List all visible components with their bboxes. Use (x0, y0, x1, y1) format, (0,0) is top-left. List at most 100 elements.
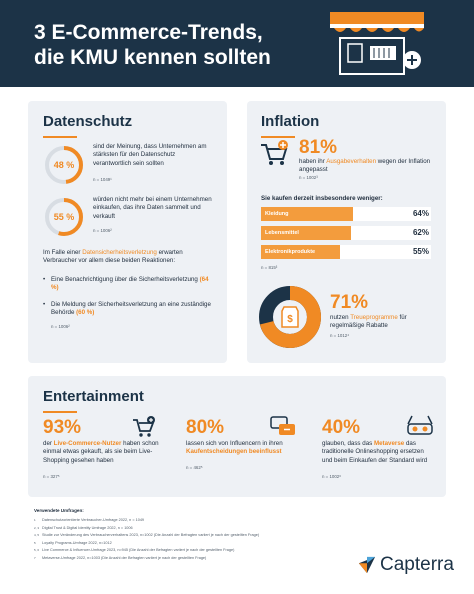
source-num: 5, 6 (34, 548, 40, 552)
datenschutz-title: Datenschutz (43, 113, 132, 138)
source-num: 5 (34, 540, 36, 545)
breach-intro-post: erwarten Verbraucher vor allem diese bei… (43, 249, 183, 265)
source-item: 5, 6 Live Commerce & Influencer-Umfrage 2… (34, 548, 334, 556)
bullet1-value: (64 %) (51, 276, 209, 292)
bar-row-lebensmittel: Lebensmittel 62% (261, 226, 431, 240)
sources-list: 1 Datenschutzorientierte Verbraucher-Umfr… (34, 518, 334, 563)
datenschutz-card: Datenschutz 48 % sind der Meinung, dass … (28, 101, 227, 363)
bar-value-elektronik: 55% (412, 247, 429, 256)
page-title: 3 E-Commerce-Trends, die KMU kennen soll… (34, 20, 271, 70)
bars-note: n = 815³ (261, 265, 278, 270)
shopping-cart-icon (133, 416, 155, 437)
capterra-logo-text: Capterra (380, 554, 454, 575)
source-item: 5 Loyalty Programs-Umfrage 2022, n=1012 (34, 541, 334, 549)
bars-title: Sie kaufen derzeit insbesondere weniger: (261, 195, 383, 202)
entertainment-card: Entertainment 93% der Live-Commerce-Nutz… (28, 376, 446, 497)
bar-fill-kleidung (261, 207, 354, 221)
inflation-big: 81% (299, 137, 338, 158)
ent1-pre: der (43, 440, 54, 447)
ent1-text: der Live-Commerce-Nutzer haben schon ein… (43, 440, 161, 465)
entertainment-title: Entertainment (43, 388, 144, 413)
footer-title: Verwendete Umfragen: (34, 508, 84, 513)
loyalty-pre: nutzen (330, 314, 351, 321)
ent2-text: lassen sich von Influencern in ihren Kau… (186, 440, 298, 457)
ent1-highlight: Live-Commerce-Nutzer (53, 440, 122, 447)
loyalty-highlight: Treueprogramme (350, 314, 398, 321)
source-num: 7 (34, 555, 36, 560)
source-item: 2, 3 Digital Trust & Digital Identity Umf… (34, 526, 334, 534)
breach-note: n = 1006² (51, 324, 70, 329)
source-text: Metaverse-Umfrage 2022, n=1003 (Die Anza… (42, 555, 207, 560)
ent1-big: 93% (43, 417, 82, 438)
breach-intro-pre: Im Falle einer (43, 249, 83, 256)
ring-55: 55 % (43, 196, 85, 238)
inflation-text-highlight: Ausgabeverhalten (326, 158, 377, 165)
bullet2-value: (60 %) (76, 309, 95, 317)
source-text: Digital Trust & Digital Identity Umfrage… (42, 525, 133, 530)
source-num: 1 (34, 518, 36, 522)
ent2-highlight: Kaufentscheidungen beeinflusst (186, 448, 282, 456)
ent2-pre: lassen sich von Influencern in ihren (186, 440, 283, 447)
inflation-title: Inflation (261, 113, 319, 138)
breach-bullet-1: • Eine Benachrichtigung über die Sicherh… (43, 276, 209, 292)
bar-row-elektronik: Elektronikprodukte 55% (261, 245, 431, 259)
loyalty-post: für regelmäßige Rabatte (330, 314, 407, 330)
bar-label-elektronik: Elektronikprodukte (265, 249, 316, 255)
shopping-cart-icon (261, 140, 288, 165)
source-num: 2, 3 (34, 525, 40, 530)
ent2-note: n = 462⁵ (186, 465, 203, 470)
stat1-note: n = 1049¹ (93, 177, 112, 182)
ent3-pre: glauben, dass das (322, 440, 374, 447)
title-line-2: die KMU kennen sollten (34, 46, 271, 69)
ent3-highlight: Metaverse (373, 440, 405, 447)
bar-value-kleidung: 64% (412, 209, 429, 218)
source-num: 4, 5 (34, 533, 40, 537)
source-text: Loyalty Programs-Umfrage 2022, n=1012 (42, 540, 112, 545)
stat2-note: n = 1006² (93, 228, 112, 233)
source-item: 4, 5 Studie zur Veränderung des Verbrauch… (34, 533, 334, 541)
bar-row-kleidung: Kleidung 64% (261, 207, 431, 221)
bar-value-lebensmittel: 62% (412, 228, 429, 237)
ent1-post: haben schon einmal etwas gekauft, als si… (43, 440, 159, 464)
vr-headset-icon (407, 415, 433, 435)
title-line-1: 3 E-Commerce-Trends, (34, 21, 263, 44)
source-item: 7 Metaverse-Umfrage 2022, n=1003 (Die Anz… (34, 556, 334, 564)
bar-fill-lebensmittel (261, 226, 351, 240)
ent2-big: 80% (186, 417, 225, 438)
loyalty-big: 71% (330, 292, 369, 313)
ring-55-value: 55 % (53, 212, 75, 222)
inflation-note: n = 1002³ (299, 175, 318, 180)
source-text: Datenschutzorientierte Verbraucher-Umfra… (42, 518, 145, 522)
bullet2-text: Die Meldung der Sicherheitsverletzung an… (51, 301, 211, 317)
stat1-text: sind der Meinung, dass Unternehmen am st… (93, 143, 207, 167)
ent1-note: n = 327⁵ (43, 474, 60, 479)
source-text: Live Commerce & Influencer-Umfrage 2023,… (42, 548, 235, 552)
bar-label-kleidung: Kleidung (265, 211, 289, 217)
breach-intro-highlight: Datensicherheitsverletzung (82, 249, 157, 256)
chat-bubble-icon (270, 416, 295, 435)
breach-intro: Im Falle einer Datensicherheitsverletzun… (43, 249, 215, 266)
ring-48-value: 48 % (53, 160, 75, 170)
bar-fill-elektronik (261, 245, 341, 259)
header-banner: 3 E-Commerce-Trends, die KMU kennen soll… (0, 0, 474, 87)
price-tag-icon: $ (281, 306, 299, 328)
stat2-text: würden nicht mehr bei einem Unternehmen … (93, 196, 212, 220)
loyalty-note: n = 1012⁴ (330, 333, 350, 338)
bullet1-text: Eine Benachrichtigung über die Sicherhei… (51, 276, 200, 283)
bar-label-lebensmittel: Lebensmittel (265, 230, 299, 236)
source-item: 1 Datenschutzorientierte Verbraucher-Umfr… (34, 518, 334, 526)
storefront-icon (330, 12, 424, 75)
source-text: Studie zur Veränderung des Verbraucherve… (42, 533, 260, 537)
inflation-text: haben ihr Ausgabeverhalten wegen der Inf… (299, 158, 439, 175)
capterra-logo-icon (358, 556, 376, 574)
capterra-logo: Capterra (358, 554, 454, 576)
inflation-text-post: wegen der Inflation angepasst (299, 158, 431, 174)
svg-text:$: $ (287, 314, 293, 325)
ent3-post: das traditionelle Onlineshopping ersetze… (322, 440, 428, 464)
loyalty-donut (259, 286, 321, 348)
ent3-text: glauben, dass das Metaverse das traditio… (322, 440, 434, 465)
loyalty-text: nutzen Treueprogramme für regelmäßige Ra… (330, 314, 435, 331)
ring-48: 48 % (43, 144, 85, 186)
ent3-big: 40% (322, 417, 361, 438)
inflation-text-pre: haben ihr (299, 158, 327, 165)
